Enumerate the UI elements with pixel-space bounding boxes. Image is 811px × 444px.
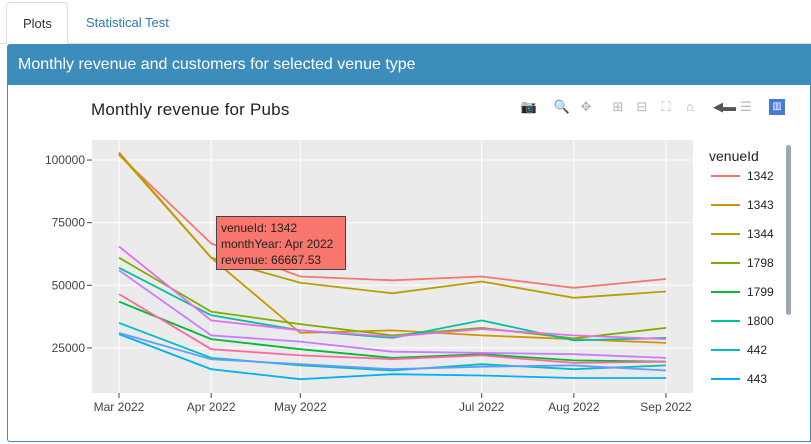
series-line-1344[interactable] <box>118 153 667 299</box>
y-tick-label: 25000 <box>52 341 86 355</box>
legend-item-1342[interactable]: 1342 <box>711 168 791 184</box>
x-tick-label: Aug 2022 <box>548 400 600 414</box>
legend-label: 1343 <box>747 198 774 212</box>
y-tick-label: 100000 <box>45 153 85 167</box>
series-line-443[interactable] <box>118 333 666 381</box>
legend-item-1344[interactable]: 1344 <box>711 226 791 242</box>
tooltip-revenue: revenue: 66667.53 <box>221 253 322 267</box>
legend-swatch <box>711 378 740 380</box>
pan-icon[interactable]: ✥ <box>580 99 592 114</box>
home-icon[interactable]: ⌂ <box>686 99 694 114</box>
legend-swatch <box>711 320 740 322</box>
camera-icon[interactable]: 📷 <box>520 99 538 114</box>
tab-plots[interactable]: Plots <box>6 2 68 44</box>
legend-label: 1342 <box>747 169 774 183</box>
legend-swatch <box>711 349 740 351</box>
tooltip-venue: venueId: 1342 <box>221 221 298 235</box>
legend-item-442[interactable]: 442 <box>711 342 791 358</box>
legend-swatch <box>711 291 740 293</box>
y-tick-label: 75000 <box>52 216 86 230</box>
legend-label: 1800 <box>747 314 774 328</box>
autoscale-icon[interactable]: ⛶ <box>661 99 671 114</box>
tab-statistical-test[interactable]: Statistical Test <box>86 15 169 30</box>
series-line-442[interactable] <box>118 322 667 372</box>
spike-icon[interactable]: ◀▬ <box>713 99 736 114</box>
legend-label: 1799 <box>747 285 774 299</box>
y-tick-label: 50000 <box>52 278 86 292</box>
tab-bar: Plots Statistical Test <box>0 0 811 44</box>
x-tick-label: May 2022 <box>274 400 327 414</box>
hover-tooltip: venueId: 1342 monthYear: Apr 2022 revenu… <box>216 216 346 270</box>
legend-item-1343[interactable]: 1343 <box>711 197 791 213</box>
panel-title: Monthly revenue and customers for select… <box>8 45 810 85</box>
legend-swatch <box>711 233 740 235</box>
legend-item-443[interactable]: 443 <box>711 371 791 387</box>
compare-icon[interactable]: ☰ <box>740 99 752 114</box>
x-tick-label: Mar 2022 <box>94 400 145 414</box>
zoom-icon[interactable]: 🔍 <box>553 99 571 114</box>
legend-item-1798[interactable]: 1798 <box>711 255 791 271</box>
series-line-1342[interactable] <box>118 154 667 289</box>
series-line-1800[interactable] <box>118 266 667 342</box>
plotly-logo-icon[interactable]: ▥ <box>769 99 785 115</box>
y-axis: 25000 50000 75000 100000 <box>45 153 92 355</box>
legend-label: 1798 <box>747 256 774 270</box>
x-axis: Mar 2022 Apr 2022 May 2022 Jul 2022 Aug 2022… <box>94 393 692 414</box>
series-line-1799[interactable] <box>118 300 667 363</box>
legend-swatch <box>711 262 740 264</box>
legend-scrollbar[interactable] <box>786 145 791 315</box>
x-tick-label: Sep 2022 <box>640 400 692 414</box>
series-line-unlisted[interactable] <box>118 293 667 364</box>
x-tick-label: Jul 2022 <box>459 400 505 414</box>
series-line-1798[interactable] <box>118 256 667 340</box>
legend-label: 442 <box>747 343 768 357</box>
legend-title: venueId <box>709 148 759 164</box>
chart-title: Monthly revenue for Pubs <box>91 100 290 119</box>
series-line-unlisted[interactable] <box>118 332 667 372</box>
x-tick-label: Apr 2022 <box>187 400 236 414</box>
legend-swatch <box>711 204 740 206</box>
series-line-unlisted[interactable] <box>118 245 667 340</box>
tooltip-month: monthYear: Apr 2022 <box>221 237 334 251</box>
legend-item-1800[interactable]: 1800 <box>711 313 791 329</box>
legend-label: 1344 <box>747 227 774 241</box>
legend-item-1799[interactable]: 1799 <box>711 284 791 300</box>
zoom-in-icon[interactable]: ⊞ <box>612 99 624 114</box>
zoom-out-icon[interactable]: ⊟ <box>636 99 648 114</box>
legend-label: 443 <box>747 372 768 386</box>
series-lines <box>118 151 667 381</box>
legend-swatch <box>711 175 740 177</box>
series-line-unlisted[interactable] <box>118 269 667 359</box>
